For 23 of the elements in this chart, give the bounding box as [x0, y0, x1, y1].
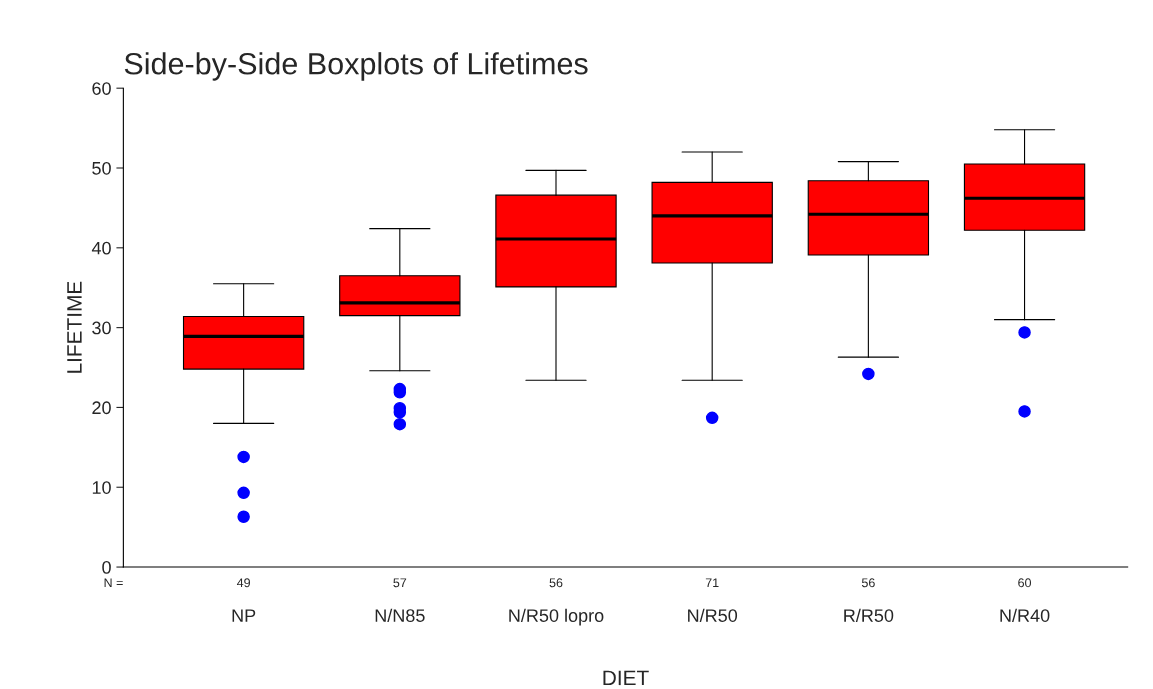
y-tick-label: 50 [92, 161, 111, 175]
text: 71 [705, 578, 719, 588]
text: 60 [1018, 578, 1032, 588]
x-tick-label: N/R50 [688, 608, 738, 622]
text: N = [104, 578, 123, 588]
x-tick-label: N/N85 [375, 608, 425, 622]
y-tick-label: 0 [102, 560, 111, 574]
y-axis-title: LIFETIME [67, 281, 82, 373]
text: 57 [393, 578, 407, 588]
y-tick-label: 30 [92, 321, 111, 335]
x-tick-label: N/R50 lopro [509, 608, 604, 626]
y-tick-label: 10 [92, 481, 111, 494]
x-tick-label: N/R40 [1000, 608, 1050, 622]
y-tick-label: 40 [91, 241, 111, 255]
text: 49 [236, 578, 250, 588]
x-axis-title: DIET [603, 670, 649, 686]
y-tick-label: 60 [92, 82, 111, 95]
x-tick-label: NP [232, 609, 256, 622]
text: 56 [861, 578, 875, 588]
chart-title: Side-by-Side Boxplots of Lifetimes [124, 52, 588, 81]
x-tick-label: R/R50 [844, 608, 894, 622]
text: 56 [549, 578, 563, 588]
y-tick-label: 20 [92, 401, 111, 415]
